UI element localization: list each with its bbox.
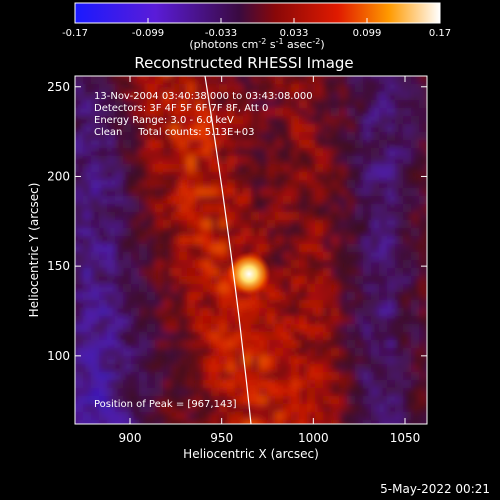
plot-frame [74,75,428,425]
info-line: Energy Range: 3.0 - 6.0 keV [94,115,234,126]
y-tick-label: 150 [47,259,70,273]
colorbar-ticks: -0.17 -0.099 -0.033 0.033 0.099 0.17 [62,18,451,39]
axes: 900 950 1000 1050 100 150 200 250 [47,76,427,445]
x-tick-label: 950 [210,431,233,445]
y-tick-label: 100 [47,349,70,363]
solar-limb [204,76,252,424]
colorbar-tick-label: 0.099 [353,28,382,39]
peak-source [227,252,271,296]
colorbar-tick-label: -0.033 [205,28,237,39]
y-tick-label: 250 [47,80,70,94]
y-axis-label: Heliocentric Y (arcsec) [27,183,41,318]
colorbar-tick-label: 0.17 [429,28,451,39]
colorbar-tick-label: 0.033 [280,28,309,39]
y-tick-label: 200 [47,169,70,183]
chart-title: Reconstructed RHESSI Image [134,54,353,72]
peak-position-label: Position of Peak = [967,143] [94,399,237,410]
colorbar-tick-label: -0.17 [62,28,88,39]
x-tick-label: 1050 [390,431,421,445]
heatmap-image [75,76,427,424]
info-line: Clean Total counts: 5.13E+03 [94,127,254,138]
info-line: 13-Nov-2004 03:40:38.000 to 03:43:08.000 [94,91,313,102]
footer-date: 5-May-2022 00:21 [380,482,490,496]
info-block: 13-Nov-2004 03:40:38.000 to 03:43:08.000… [94,91,313,138]
x-axis-label: Heliocentric X (arcsec) [183,447,319,461]
x-tick-label: 1000 [298,431,329,445]
colorbar [74,2,441,24]
colorbar-tick-label: -0.099 [132,28,164,39]
colorbar-units: (photons cm-2 s-1 asec-2) [189,37,324,51]
info-line: Detectors: 3F 4F 5F 6F 7F 8F, Att 0 [94,103,268,114]
x-tick-label: 900 [119,431,142,445]
